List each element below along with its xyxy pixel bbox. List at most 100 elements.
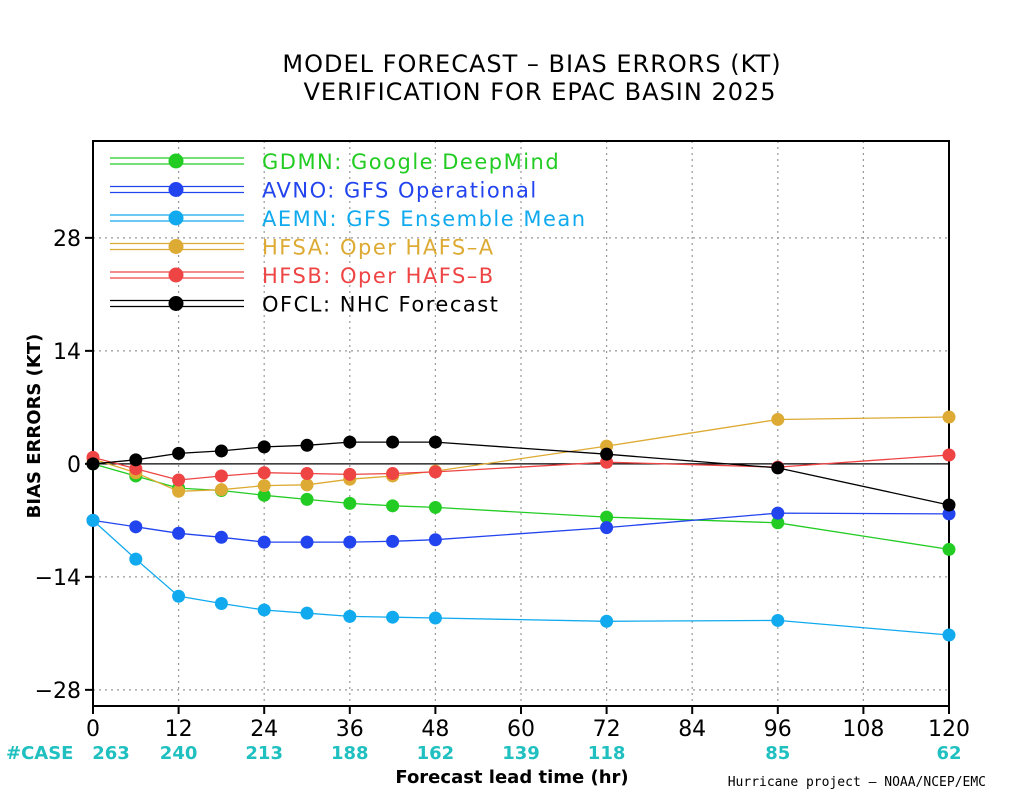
legend-label: OFCL: NHC Forecast: [262, 293, 499, 317]
y-axis-ticks: −28 −14 0 14 28: [35, 227, 93, 704]
legend-marker: [168, 296, 184, 311]
series-line-avno: [92, 512, 950, 543]
credit-text: Hurricane project – NOAA/NCEP/EMC: [728, 775, 986, 790]
series-point-gdmn: [386, 499, 400, 513]
series-point-hfsb: [300, 467, 314, 481]
series-point-ofcl: [386, 435, 400, 449]
legend-marker: [168, 239, 184, 254]
case-count: 162: [417, 743, 455, 764]
series-point-ofcl: [129, 453, 143, 467]
series-point-aemn: [942, 628, 956, 642]
series-point-gdmn: [428, 500, 442, 514]
legend-label: GDMN: Google DeepMind: [262, 150, 560, 174]
series-point-avno: [600, 521, 614, 535]
series-point-ofcl: [771, 461, 785, 475]
series-point-avno: [343, 535, 357, 549]
series-point-aemn: [214, 596, 228, 610]
y-tick-label: 14: [53, 340, 81, 365]
case-count: 85: [765, 743, 790, 764]
series-point-hfsb: [428, 465, 442, 479]
case-count: 188: [331, 743, 369, 764]
case-count: 62: [936, 743, 961, 764]
x-tick-label: 0: [86, 717, 100, 742]
series-point-avno: [257, 535, 271, 549]
x-tick-label: 36: [336, 717, 364, 742]
series-point-avno: [300, 535, 314, 549]
x-tick-label: 60: [507, 717, 535, 742]
legend-marker: [168, 182, 184, 197]
case-count-row: #CASE 263 240 213 188 162 139 118 85 62: [6, 743, 962, 764]
series-point-hfsb: [386, 467, 400, 481]
series-point-aemn: [428, 611, 442, 625]
series-point-ofcl: [257, 440, 271, 454]
legend-item-gdmn: GDMN: Google DeepMind: [110, 150, 560, 174]
series-point-ofcl: [343, 435, 357, 449]
y-tick-label: 28: [53, 227, 81, 252]
series-line-hfsa: [92, 416, 950, 492]
series-point-hfsb: [172, 473, 186, 487]
case-count: 263: [92, 743, 130, 764]
series-point-aemn: [172, 589, 186, 603]
legend-label: HFSA: Oper HAFS–A: [262, 236, 495, 260]
series-point-hfsa: [300, 478, 314, 492]
series-point-aemn: [86, 513, 100, 527]
series-line-gdmn: [92, 463, 950, 551]
y-tick-label: 0: [67, 453, 81, 478]
series-point-hfsb: [257, 466, 271, 480]
series-point-gdmn: [771, 516, 785, 530]
x-axis-ticks: 0 12 24 36 48 60 72 84 96 108 120: [86, 706, 970, 742]
x-tick-label: 108: [842, 717, 884, 742]
series-point-avno: [428, 533, 442, 547]
legend-label: AEMN: GFS Ensemble Mean: [262, 207, 587, 231]
legend-marker: [168, 267, 184, 283]
series-point-avno: [386, 534, 400, 548]
series-point-aemn: [771, 613, 785, 627]
legend-item-ofcl: OFCL: NHC Forecast: [110, 293, 499, 317]
case-count: 118: [588, 743, 626, 764]
series-point-avno: [129, 520, 143, 534]
series-line-ofcl: [92, 441, 950, 506]
series-point-hfsa: [214, 483, 228, 497]
legend-label: HFSB: Oper HAFS–B: [262, 264, 495, 288]
series-line-hfsb: [92, 454, 950, 481]
series-point-hfsa: [257, 479, 271, 493]
x-tick-label: 48: [421, 717, 449, 742]
legend-marker: [168, 153, 184, 169]
legend-item-aemn: AEMN: GFS Ensemble Mean: [110, 207, 587, 231]
x-tick-label: 72: [593, 717, 621, 742]
series-point-ofcl: [942, 498, 956, 512]
legend-label: AVNO: GFS Operational: [262, 179, 538, 203]
x-tick-label: 24: [250, 717, 278, 742]
series-aemn: [86, 513, 956, 642]
series-point-gdmn: [300, 492, 314, 506]
series-point-ofcl: [172, 446, 186, 460]
series-point-ofcl: [300, 438, 314, 452]
series-point-ofcl: [214, 444, 228, 458]
series-point-gdmn: [343, 496, 357, 510]
series-point-avno: [172, 526, 186, 540]
chart-title: MODEL FORECAST – BIAS ERRORS (KT): [282, 50, 781, 78]
series-point-aemn: [600, 614, 614, 628]
y-axis-label: BIAS ERRORS (KT): [24, 334, 45, 519]
case-count: 139: [502, 743, 540, 764]
series-point-aemn: [343, 609, 357, 623]
legend-item-hfsb: HFSB: Oper HAFS–B: [110, 264, 495, 288]
series-point-gdmn: [600, 510, 614, 524]
series-point-avno: [214, 530, 228, 544]
series-line-aemn: [92, 519, 950, 636]
y-tick-label: −14: [35, 566, 81, 591]
x-tick-label: 12: [165, 717, 193, 742]
y-tick-label: −28: [35, 679, 81, 704]
case-count: 213: [245, 743, 283, 764]
series-point-aemn: [257, 603, 271, 617]
series-point-gdmn: [257, 488, 271, 502]
series-point-aemn: [129, 552, 143, 566]
case-count: 240: [160, 743, 198, 764]
legend: GDMN: Google DeepMind AVNO: GFS Operation…: [110, 150, 587, 317]
chart-subtitle: VERIFICATION FOR EPAC BASIN 2025: [303, 78, 776, 106]
x-tick-label: 84: [678, 717, 706, 742]
x-axis-label: Forecast lead time (hr): [395, 767, 628, 788]
series-point-hfsb: [343, 467, 357, 481]
series-avno: [86, 506, 956, 549]
